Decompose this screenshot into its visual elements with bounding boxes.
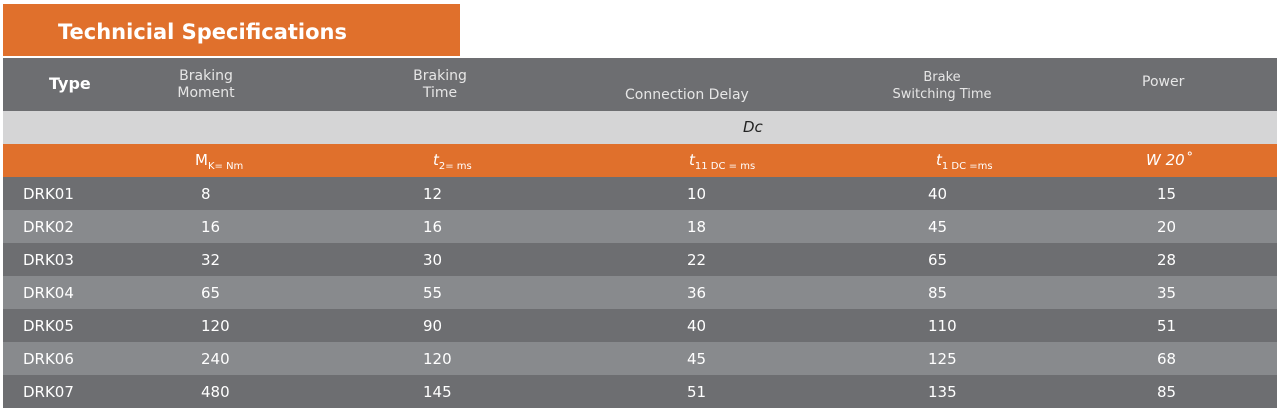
unit-connection-delay: t11 DC = ms [689, 151, 755, 172]
specifications-table: Type Braking Moment Braking Time Connect… [3, 58, 1277, 408]
cell-time: 145 [423, 383, 452, 401]
cell-type: DRK07 [23, 383, 74, 401]
cell-delay: 40 [687, 317, 707, 335]
cell-type: DRK04 [23, 284, 74, 302]
units-row: MK= Nm t2= ms t11 DC = ms t1 DC =ms W 20… [3, 144, 1277, 177]
cell-moment: 240 [201, 350, 230, 368]
cell-type: DRK05 [23, 317, 74, 335]
header-braking-time-line2: Time [422, 85, 458, 101]
cell-delay: 45 [687, 350, 707, 368]
cell-time: 55 [423, 284, 443, 302]
table-header-row: Type Braking Moment Braking Time Connect… [3, 58, 1277, 111]
table-row: DRK04 65 55 36 85 35 [3, 276, 1277, 309]
cell-switching: 40 [928, 185, 948, 203]
cell-time: 30 [423, 251, 443, 269]
cell-switching: 125 [928, 350, 957, 368]
table-row: DRK07 480 145 51 135 85 [3, 375, 1277, 408]
unit-switching-symbol: t [936, 151, 942, 169]
page-title: Technicial Specifications [3, 4, 460, 56]
cell-delay: 36 [687, 284, 707, 302]
cell-switching: 110 [928, 317, 957, 335]
header-type: Type [49, 74, 91, 93]
unit-power: W 20˚ [1146, 151, 1193, 169]
header-braking-moment: Braking Moment [166, 68, 246, 102]
cell-moment: 65 [201, 284, 221, 302]
header-braking-time: Braking Time [405, 68, 475, 102]
cell-moment: 8 [201, 185, 211, 203]
cell-time: 120 [423, 350, 452, 368]
unit-switching-time: t1 DC =ms [936, 151, 993, 172]
cell-power: 85 [1157, 383, 1177, 401]
cell-time: 90 [423, 317, 443, 335]
cell-type: DRK06 [23, 350, 74, 368]
header-brake-switching-line2: Switching Time [892, 87, 992, 102]
cell-delay: 51 [687, 383, 707, 401]
header-braking-time-line1: Braking [413, 68, 467, 84]
header-braking-moment-line2: Moment [177, 85, 235, 101]
cell-delay: 18 [687, 218, 707, 236]
cell-time: 12 [423, 185, 443, 203]
cell-switching: 85 [928, 284, 948, 302]
table-row: DRK01 8 12 10 40 15 [3, 177, 1277, 210]
unit-delay-subscript: 11 DC = ms [694, 161, 756, 172]
unit-braking-moment: MK= Nm [195, 151, 243, 172]
header-braking-moment-line1: Braking [179, 68, 233, 84]
unit-moment-symbol: M [195, 151, 208, 169]
table-row: DRK05 120 90 40 110 51 [3, 309, 1277, 342]
table-row: DRK03 32 30 22 65 28 [3, 243, 1277, 276]
cell-switching: 45 [928, 218, 948, 236]
header-brake-switching-line1: Brake [923, 70, 961, 85]
unit-time-subscript: 2= ms [438, 161, 472, 172]
cell-switching: 135 [928, 383, 957, 401]
cell-power: 15 [1157, 185, 1177, 203]
cell-power: 28 [1157, 251, 1177, 269]
cell-power: 20 [1157, 218, 1177, 236]
unit-delay-symbol: t [689, 151, 695, 169]
cell-type: DRK01 [23, 185, 74, 203]
cell-time: 16 [423, 218, 443, 236]
cell-moment: 32 [201, 251, 221, 269]
unit-switching-subscript: 1 DC =ms [941, 161, 993, 172]
header-brake-switching-time: Brake Switching Time [887, 69, 997, 103]
cell-delay: 22 [687, 251, 707, 269]
unit-time-symbol: t [433, 151, 439, 169]
cell-moment: 120 [201, 317, 230, 335]
cell-power: 51 [1157, 317, 1177, 335]
cell-type: DRK02 [23, 218, 74, 236]
cell-power: 35 [1157, 284, 1177, 302]
cell-moment: 16 [201, 218, 221, 236]
dc-label: Dc [743, 118, 763, 136]
cell-power: 68 [1157, 350, 1177, 368]
cell-moment: 480 [201, 383, 230, 401]
unit-moment-subscript: K= Nm [207, 161, 244, 172]
dc-band-row: Dc [3, 111, 1277, 144]
cell-type: DRK03 [23, 251, 74, 269]
table-row: DRK02 16 16 18 45 20 [3, 210, 1277, 243]
header-connection-delay: Connection Delay [625, 87, 749, 103]
header-power: Power [1142, 74, 1185, 90]
table-row: DRK06 240 120 45 125 68 [3, 342, 1277, 375]
cell-switching: 65 [928, 251, 948, 269]
cell-delay: 10 [687, 185, 707, 203]
unit-braking-time: t2= ms [433, 151, 472, 172]
